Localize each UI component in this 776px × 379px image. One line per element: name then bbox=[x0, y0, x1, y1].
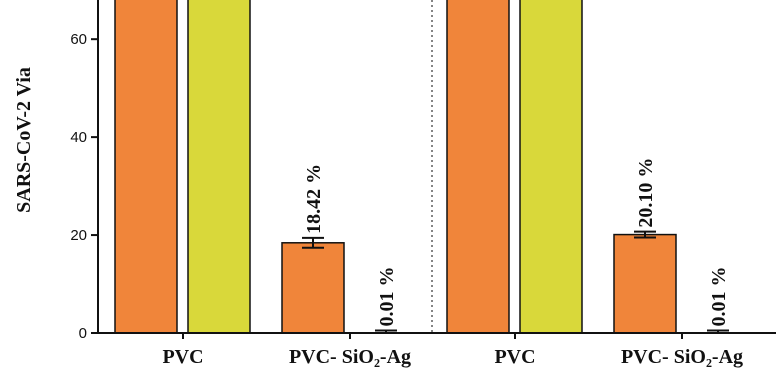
bar bbox=[187, 0, 251, 333]
error-bar bbox=[634, 230, 656, 239]
value-label: 0.01 % bbox=[376, 267, 398, 327]
error-bar bbox=[302, 236, 324, 249]
x-tick-label: PVC- SiO₂-Ag bbox=[621, 346, 743, 368]
y-tick-label: 20 bbox=[70, 227, 87, 244]
bar bbox=[613, 233, 677, 333]
x-tick-label: PVC bbox=[494, 346, 535, 368]
y-tick-label: 40 bbox=[70, 129, 87, 146]
plot-area bbox=[114, 0, 750, 333]
y-tick-label: 60 bbox=[70, 31, 87, 48]
bar bbox=[446, 0, 510, 333]
bar bbox=[114, 0, 178, 333]
x-tick-label: PVC bbox=[162, 346, 203, 368]
value-label: 0.01 % bbox=[708, 267, 730, 327]
bar bbox=[519, 0, 583, 333]
y-tick-label: 0 bbox=[79, 325, 87, 342]
bar bbox=[281, 242, 345, 333]
value-label: 18.42 % bbox=[303, 164, 325, 234]
value-label: 20.10 % bbox=[635, 158, 657, 228]
y-axis-label: SARS-CoV-2 Via bbox=[13, 67, 35, 213]
x-tick-label: PVC- SiO₂-Ag bbox=[289, 346, 411, 368]
